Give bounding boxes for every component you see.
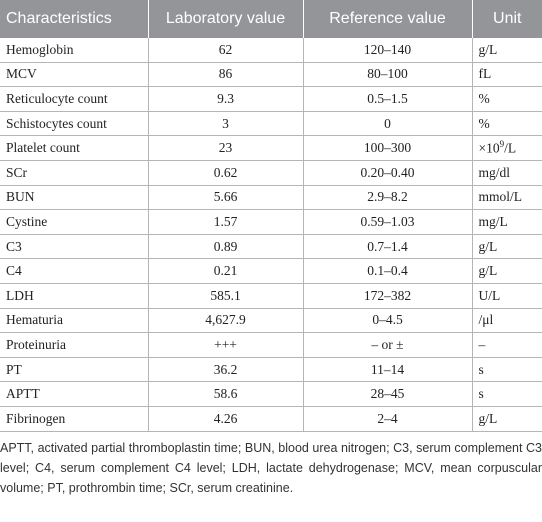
table-row: C4 0.21 0.1–0.4 g/L (0, 258, 542, 284)
table-cell: 2.9–8.2 (302, 185, 472, 211)
table-cell: 0.62 (147, 160, 303, 186)
table-cell: g/L (471, 38, 542, 63)
table-cell: ×109/L (471, 135, 542, 161)
table-cell: 0.7–1.4 (302, 234, 472, 260)
table-row: Hematuria 4,627.9 0–4.5/μl (0, 308, 542, 334)
table-cell: mg/dl (471, 160, 542, 186)
table-cell: 2–4 (302, 406, 472, 432)
table-row: Proteinuria +++ – or ± – (0, 332, 542, 358)
table-cell: APTT (0, 381, 148, 407)
table-cell: C3 (0, 234, 148, 260)
table-cell: % (471, 111, 542, 137)
table-cell: g/L (471, 234, 542, 260)
table-cell: s (471, 357, 542, 383)
unit-base: ×10 (478, 140, 500, 156)
table-cell: 11–14 (302, 357, 472, 383)
table-cell: fL (471, 62, 542, 88)
table-cell: 86 (147, 62, 303, 88)
table-cell: MCV (0, 62, 148, 88)
table-row: Fibrinogen 4.26 2–4 g/L (0, 406, 542, 432)
header-row: Characteristics Laboratory value Reference… (0, 0, 542, 38)
table-cell: Platelet count (0, 135, 148, 161)
table-cell: C4 (0, 258, 148, 284)
header-cell: Unit (471, 0, 542, 38)
table-cell: +++ (147, 332, 303, 358)
table-cell: 0.5–1.5 (302, 86, 472, 112)
table-row: Cystine 1.57 0.59–1.03 mg/L (0, 209, 542, 235)
table-cell: % (471, 86, 542, 112)
table-row: BUN 5.66 2.9–8.2 mmol/L (0, 185, 542, 211)
table-row: Platelet count 23 100–300 ×109/L (0, 135, 542, 161)
table-cell: BUN (0, 185, 148, 211)
table-cell: g/L (471, 258, 542, 284)
table-cell: 5.66 (147, 185, 303, 211)
table-cell: 58.6 (147, 381, 303, 407)
table-cell: Fibrinogen (0, 406, 148, 432)
header-cell: Reference value (302, 0, 472, 38)
table-row: APTT 58.6 28–45 s (0, 381, 542, 407)
table-body: Hemoglobin 62 120–140 g/L MCV 86 80–100 fL Retic… (0, 38, 542, 432)
table-row: Schistocytes count 3 0% (0, 111, 542, 137)
table-cell: 100–300 (302, 135, 472, 161)
table-cell: g/L (471, 406, 542, 432)
table-row: Hemoglobin 62 120–140 g/L (0, 38, 542, 63)
table-cell: Reticulocyte count (0, 86, 148, 112)
table-cell: Proteinuria (0, 332, 148, 358)
table-cell: 9.3 (147, 86, 303, 112)
table-cell: 62 (147, 38, 303, 63)
table-cell: 80–100 (302, 62, 472, 88)
table-cell: Hematuria (0, 308, 148, 334)
table-cell: 0.20–0.40 (302, 160, 472, 186)
table-cell: – or ± (302, 332, 472, 358)
table-row: MCV 86 80–100 fL (0, 62, 542, 88)
table-cell: 0.59–1.03 (302, 209, 472, 235)
table-cell: 1.57 (147, 209, 303, 235)
table-cell: 3 (147, 111, 303, 137)
table-cell: 0.1–0.4 (302, 258, 472, 284)
footnote: APTT, activated partial thromboplastin t… (0, 440, 542, 495)
lab-table: Characteristics Laboratory value Reference… (0, 0, 542, 432)
table-row: C3 0.89 0.7–1.4 g/L (0, 234, 542, 260)
table-cell: /μl (471, 308, 542, 334)
table-row: Reticulocyte count 9.3 0.5–1.5% (0, 86, 542, 112)
table-cell: 28–45 (302, 381, 472, 407)
table-row: LDH 585.1 172–382 U/L (0, 283, 542, 309)
table-cell: mmol/L (471, 185, 542, 211)
table-row: SCr 0.62 0.20–0.40 mg/dl (0, 160, 542, 186)
table-cell: 0.21 (147, 258, 303, 284)
table-cell: U/L (471, 283, 542, 309)
table-cell: Hemoglobin (0, 38, 148, 63)
table-cell: Cystine (0, 209, 148, 235)
table-cell: 4.26 (147, 406, 303, 432)
table-cell: 0–4.5 (302, 308, 472, 334)
table-cell: s (471, 381, 542, 407)
table-cell: mg/L (471, 209, 542, 235)
table-cell: PT (0, 357, 148, 383)
table-cell: Schistocytes count (0, 111, 148, 137)
table-cell: 0.89 (147, 234, 303, 260)
header-cell: Characteristics (0, 0, 148, 38)
table-cell: SCr (0, 160, 148, 186)
table-cell: LDH (0, 283, 148, 309)
unit-tail: /L (504, 140, 517, 156)
table-cell: 585.1 (147, 283, 303, 309)
header-cell: Laboratory value (147, 0, 303, 38)
table-cell: 4,627.9 (147, 308, 303, 334)
table-cell: 0 (302, 111, 472, 137)
table-row: PT 36.2 11–14 s (0, 357, 542, 383)
table-cell: 23 (147, 135, 303, 161)
table-cell: 36.2 (147, 357, 303, 383)
unit-exponent: 9 (499, 139, 505, 150)
table-cell: 172–382 (302, 283, 472, 309)
table-cell: 120–140 (302, 38, 472, 63)
table-cell: – (471, 332, 542, 358)
